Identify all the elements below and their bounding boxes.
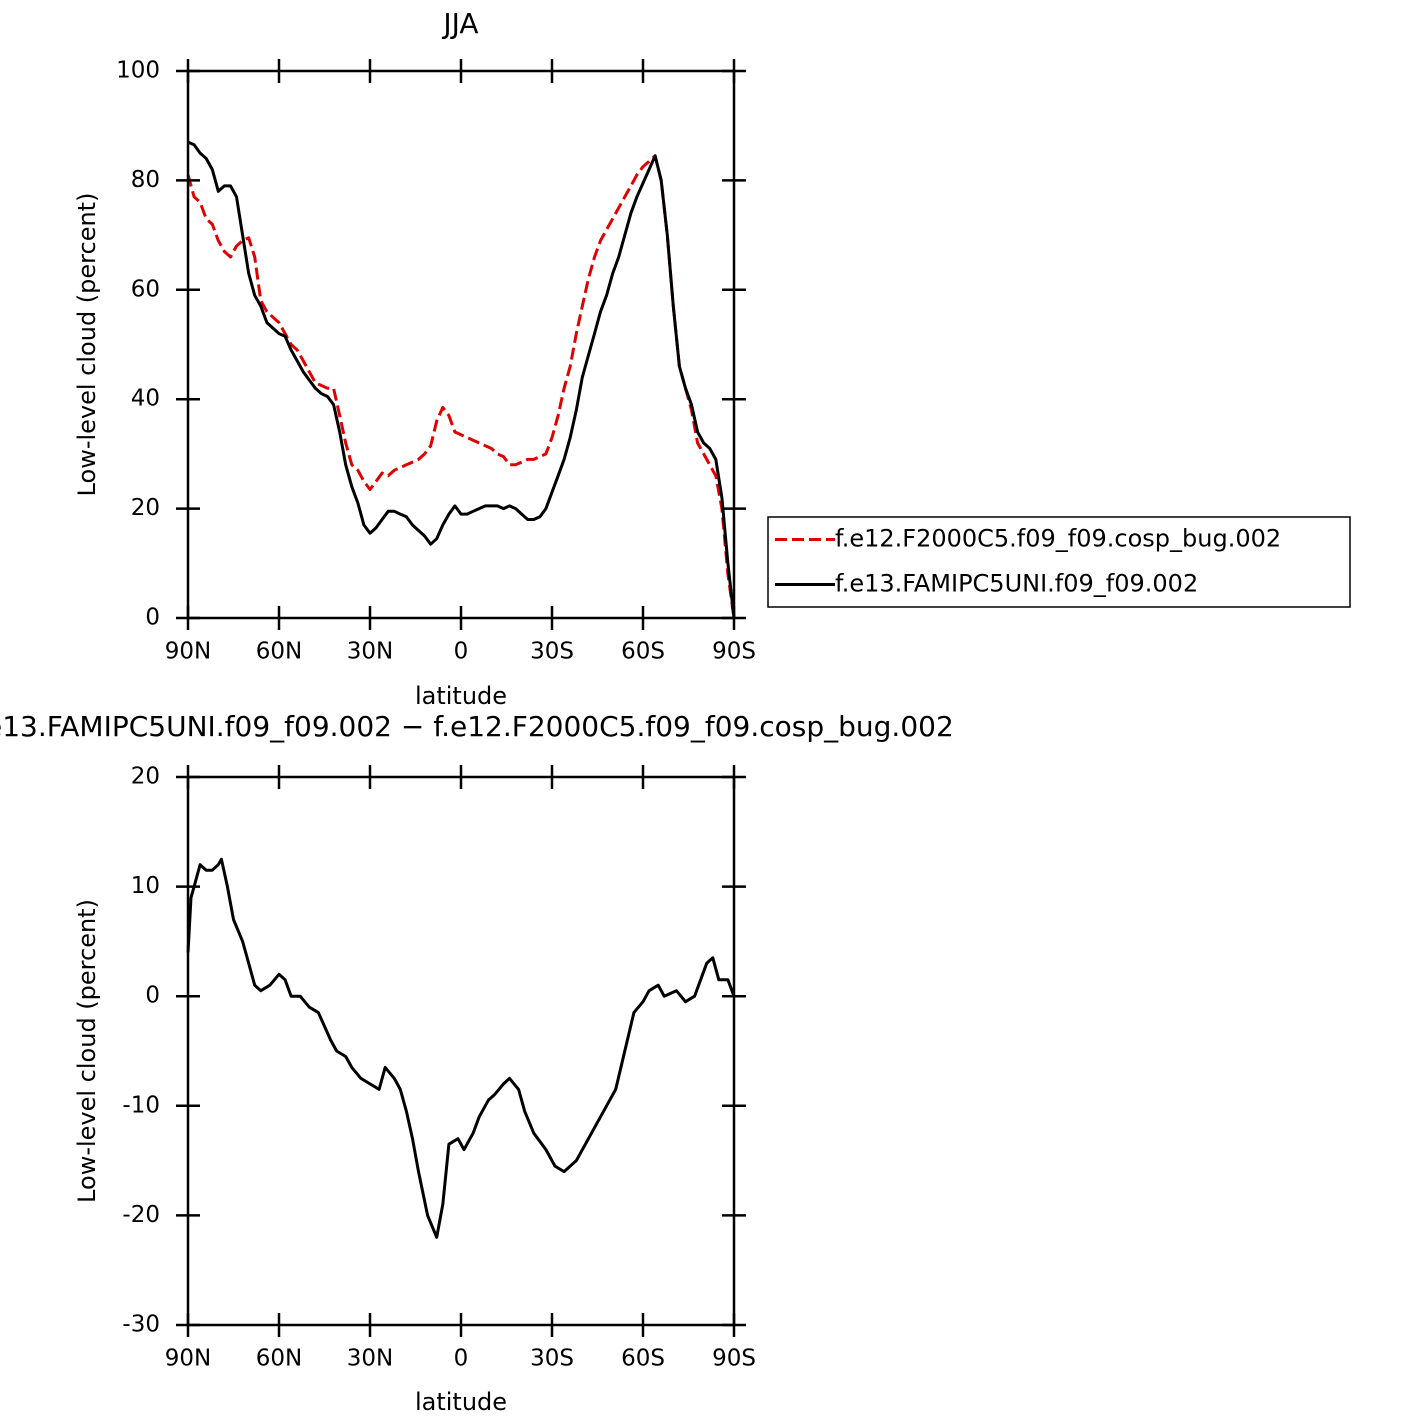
y-tick-label: 0: [145, 983, 160, 1009]
legend-label: f.e13.FAMIPC5UNI.f09_f09.002: [835, 570, 1198, 598]
y-tick-label: 20: [131, 764, 160, 790]
y-tick-label: -10: [122, 1092, 160, 1118]
x-tick-label: 90S: [712, 639, 756, 665]
chart-title: f.e13.FAMIPC5UNI.f09_f09.002 − f.e12.F20…: [0, 710, 954, 743]
x-axis-label: latitude: [415, 682, 507, 710]
y-tick-label: -30: [122, 1312, 160, 1338]
legend-box: [767, 516, 1351, 608]
x-tick-label: 90S: [712, 1346, 756, 1372]
x-tick-label: 60N: [256, 639, 302, 665]
data-line: [187, 140, 736, 619]
x-tick-label: 30N: [347, 639, 393, 665]
y-tick-label: 100: [116, 58, 160, 84]
y-axis-label: Low-level cloud (percent): [73, 193, 101, 497]
x-tick-label: 60S: [621, 639, 665, 665]
y-tick-label: 0: [145, 605, 160, 631]
plot-frame: [186, 69, 736, 620]
x-tick-label: 60S: [621, 1346, 665, 1372]
x-tick-label: 30N: [347, 1346, 393, 1372]
x-axis-label: latitude: [415, 1388, 507, 1416]
x-tick-label: 60N: [256, 1346, 302, 1372]
x-tick-label: 0: [454, 1346, 469, 1372]
legend-label: f.e12.F2000C5.f09_f09.cosp_bug.002: [835, 525, 1281, 553]
y-axis-label: Low-level cloud (percent): [73, 899, 101, 1203]
chart-title: JJA: [441, 7, 478, 40]
y-tick-label: 10: [131, 873, 160, 899]
x-tick-label: 30S: [530, 1346, 574, 1372]
y-tick-label: 60: [131, 276, 160, 302]
y-tick-label: -20: [122, 1202, 160, 1228]
x-tick-label: 90N: [165, 1346, 211, 1372]
x-tick-label: 90N: [165, 639, 211, 665]
data-line: [186, 154, 736, 619]
y-tick-label: 20: [131, 495, 160, 521]
x-tick-label: 0: [454, 639, 469, 665]
data-line: [186, 857, 736, 1239]
y-tick-label: 80: [131, 167, 160, 193]
x-tick-label: 30S: [530, 639, 574, 665]
plot-frame: [186, 775, 736, 1327]
y-tick-label: 40: [131, 386, 160, 412]
